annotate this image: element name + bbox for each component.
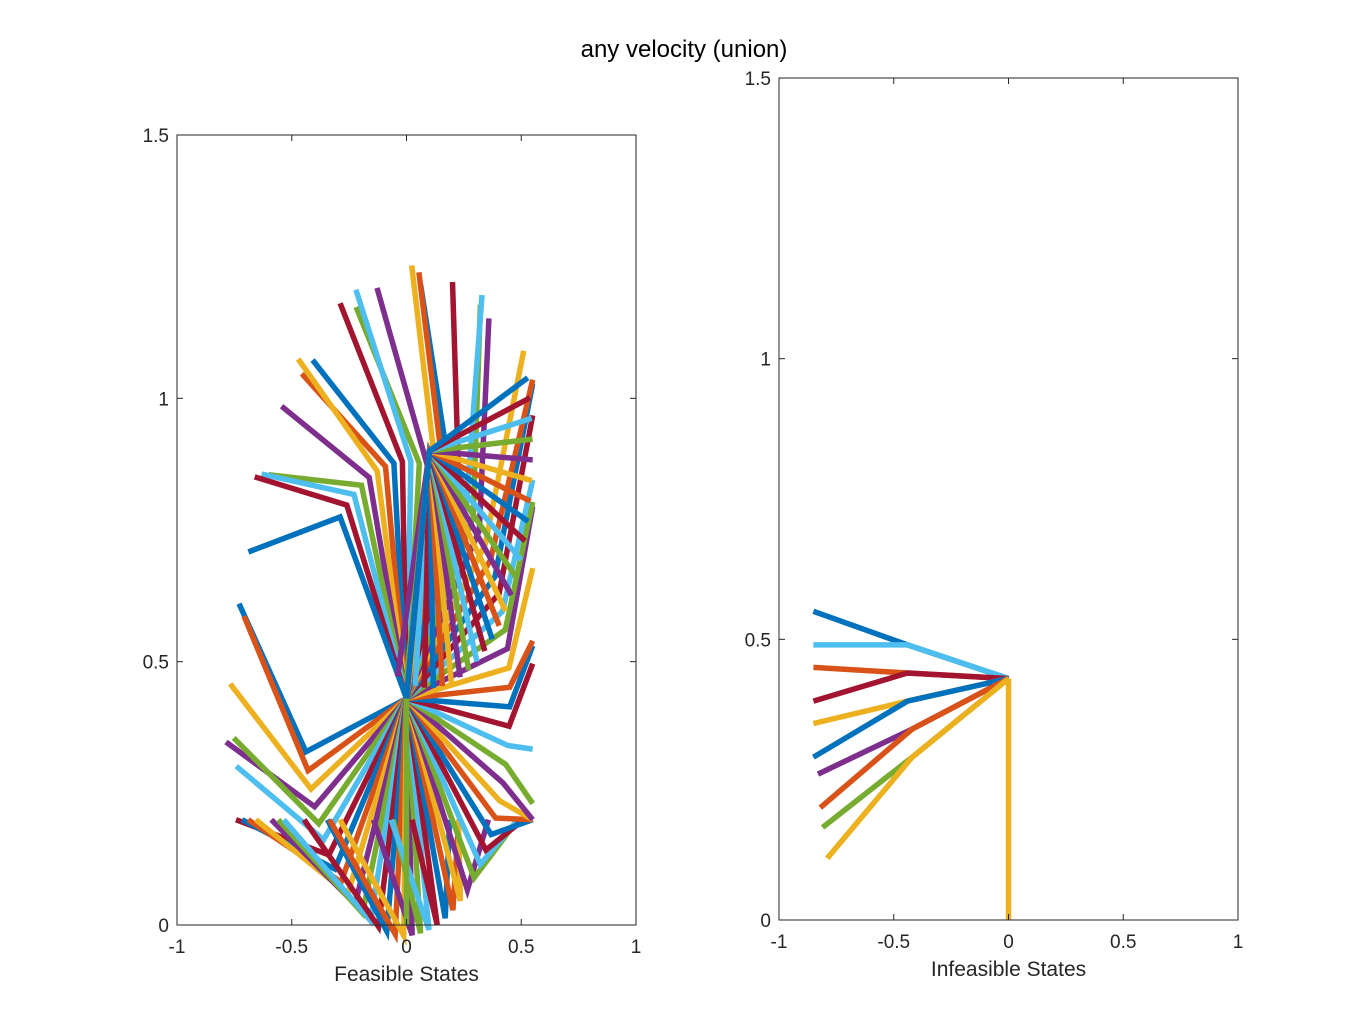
trajectory-line: [404, 696, 535, 823]
trajectory-line: [403, 697, 464, 902]
x-tick-label: 1: [1233, 932, 1244, 953]
trajectory-line: [812, 670, 1009, 704]
infeasible-states-plot: -1 -0.5 0 0.5 1 0 0.5 1 1.5 Infeasible States: [745, 69, 1244, 981]
trajectory-line: [231, 696, 409, 828]
y-tick-label: 1: [158, 389, 169, 410]
trajectory-line: [406, 639, 536, 702]
trajectory-line: [405, 567, 536, 702]
trajectory-line: [404, 696, 535, 822]
trajectory-line: [247, 513, 410, 700]
y-tick-label: 0: [158, 916, 169, 937]
trajectory-line: [825, 676, 1011, 861]
x-tick-label: 1: [631, 937, 642, 958]
data-lines: [811, 608, 1012, 920]
trajectory-line: [404, 696, 535, 806]
trajectory-line: [327, 698, 410, 944]
x-tick-label: -1: [169, 937, 186, 958]
x-tick-label: 0.5: [1110, 932, 1136, 953]
trajectory-line: [406, 644, 536, 710]
x-tick-label: 0.5: [508, 937, 534, 958]
trajectory-line: [253, 474, 410, 700]
trajectory-line: [310, 358, 410, 699]
y-tick-label: 0.5: [745, 630, 771, 651]
trajectory-line: [404, 383, 536, 701]
x-tick-label: -0.5: [877, 932, 910, 953]
trajectory-line: [324, 698, 410, 941]
trajectory-line: [241, 615, 409, 775]
trajectory-line: [405, 696, 534, 752]
x-tick-label: -1: [771, 932, 788, 953]
x-tick-label: 0: [401, 937, 412, 958]
trajectory-line: [268, 471, 410, 700]
trajectory-line: [260, 471, 410, 700]
y-tick-label: 1: [760, 350, 771, 371]
trajectory-line: [279, 404, 410, 699]
trajectory-line: [818, 676, 1010, 810]
trajectory-line: [295, 357, 410, 699]
figure-title: any velocity (union): [580, 36, 788, 63]
y-tick-label: 0: [760, 911, 771, 932]
x-tick-label: 0: [1003, 932, 1014, 953]
trajectory-line: [301, 698, 410, 935]
trajectory-line: [404, 697, 534, 838]
y-tick-label: 1.5: [143, 126, 169, 147]
y-tick-label: 1.5: [745, 69, 771, 90]
trajectory-line: [234, 697, 409, 844]
trajectory-line: [281, 698, 410, 927]
x-tick-label: -0.5: [275, 937, 308, 958]
trajectory-line: [404, 696, 533, 823]
x-axis-label: Infeasible States: [931, 958, 1086, 981]
trajectory-line: [813, 642, 1010, 682]
trajectory-line: [404, 479, 536, 701]
trajectory-line: [811, 675, 1010, 760]
trajectory-line: [228, 682, 409, 794]
x-axis-label: Feasible States: [334, 963, 479, 986]
trajectory-line: [405, 662, 536, 730]
data-lines: [224, 265, 536, 946]
trajectory-line: [403, 375, 530, 699]
y-tick-label: 0.5: [143, 653, 169, 674]
feasible-states-plot: -1 -0.5 0 0.5 1 0 0.5 1 1.5 Feasible States: [143, 126, 642, 986]
